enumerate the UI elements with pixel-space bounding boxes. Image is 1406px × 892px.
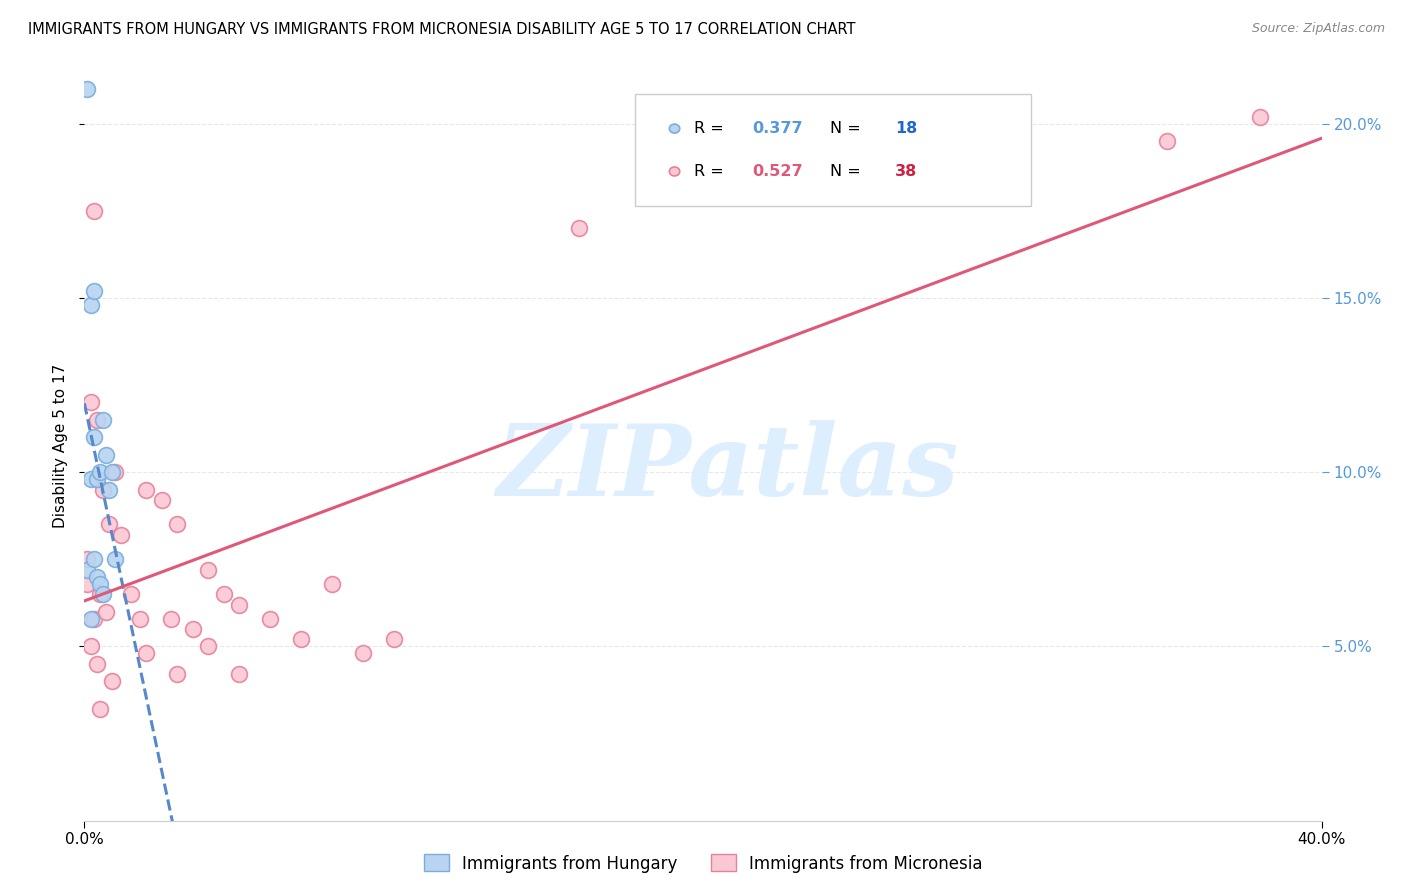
Point	[135, 646, 157, 660]
Point	[91, 587, 114, 601]
Point	[98, 483, 121, 497]
Legend: Immigrants from Hungary, Immigrants from Micronesia: Immigrants from Hungary, Immigrants from…	[418, 847, 988, 880]
Point	[86, 657, 108, 671]
Point	[259, 611, 281, 625]
Point	[228, 598, 250, 612]
Point	[79, 395, 101, 409]
Point	[76, 552, 98, 566]
Point	[79, 298, 101, 312]
Point	[98, 517, 121, 532]
Point	[76, 563, 98, 577]
Point	[212, 587, 235, 601]
Point	[83, 203, 105, 218]
Point	[150, 493, 173, 508]
Text: 18: 18	[894, 121, 917, 136]
Point	[104, 465, 127, 479]
Ellipse shape	[669, 167, 679, 176]
Point	[86, 570, 108, 584]
Text: Source: ZipAtlas.com: Source: ZipAtlas.com	[1251, 22, 1385, 36]
Point	[166, 667, 188, 681]
Text: IMMIGRANTS FROM HUNGARY VS IMMIGRANTS FROM MICRONESIA DISABILITY AGE 5 TO 17 COR: IMMIGRANTS FROM HUNGARY VS IMMIGRANTS FR…	[28, 22, 856, 37]
Text: 0.527: 0.527	[752, 164, 803, 179]
Text: ZIPatlas: ZIPatlas	[496, 420, 959, 516]
Point	[197, 563, 219, 577]
Point	[120, 587, 142, 601]
Text: R =: R =	[695, 121, 730, 136]
Point	[94, 605, 117, 619]
Point	[129, 611, 152, 625]
Point	[79, 640, 101, 654]
Point	[135, 483, 157, 497]
Point	[321, 576, 343, 591]
Point	[101, 465, 124, 479]
Y-axis label: Disability Age 5 to 17: Disability Age 5 to 17	[53, 364, 69, 528]
Point	[89, 465, 111, 479]
Point	[83, 284, 105, 298]
Text: 38: 38	[894, 164, 917, 179]
Point	[166, 517, 188, 532]
Point	[76, 82, 98, 96]
Point	[104, 552, 127, 566]
Text: R =: R =	[695, 164, 730, 179]
Point	[86, 472, 108, 486]
Point	[94, 448, 117, 462]
Point	[352, 646, 374, 660]
Point	[83, 552, 105, 566]
Point	[181, 622, 204, 636]
Point	[101, 674, 124, 689]
Text: N =: N =	[831, 121, 866, 136]
Point	[91, 413, 114, 427]
Point	[89, 587, 111, 601]
Point	[1156, 134, 1178, 148]
Point	[382, 632, 405, 647]
Point	[79, 472, 101, 486]
Point	[228, 667, 250, 681]
Point	[91, 483, 114, 497]
Point	[79, 611, 101, 625]
Point	[290, 632, 312, 647]
FancyBboxPatch shape	[636, 94, 1031, 206]
Point	[83, 430, 105, 444]
Point	[86, 413, 108, 427]
Text: 0.377: 0.377	[752, 121, 803, 136]
Point	[160, 611, 183, 625]
Text: N =: N =	[831, 164, 866, 179]
Point	[1249, 110, 1271, 124]
Point	[89, 702, 111, 716]
Point	[83, 611, 105, 625]
Point	[110, 528, 132, 542]
Ellipse shape	[669, 124, 679, 133]
Point	[197, 640, 219, 654]
Point	[568, 221, 591, 235]
Point	[89, 576, 111, 591]
Point	[76, 576, 98, 591]
